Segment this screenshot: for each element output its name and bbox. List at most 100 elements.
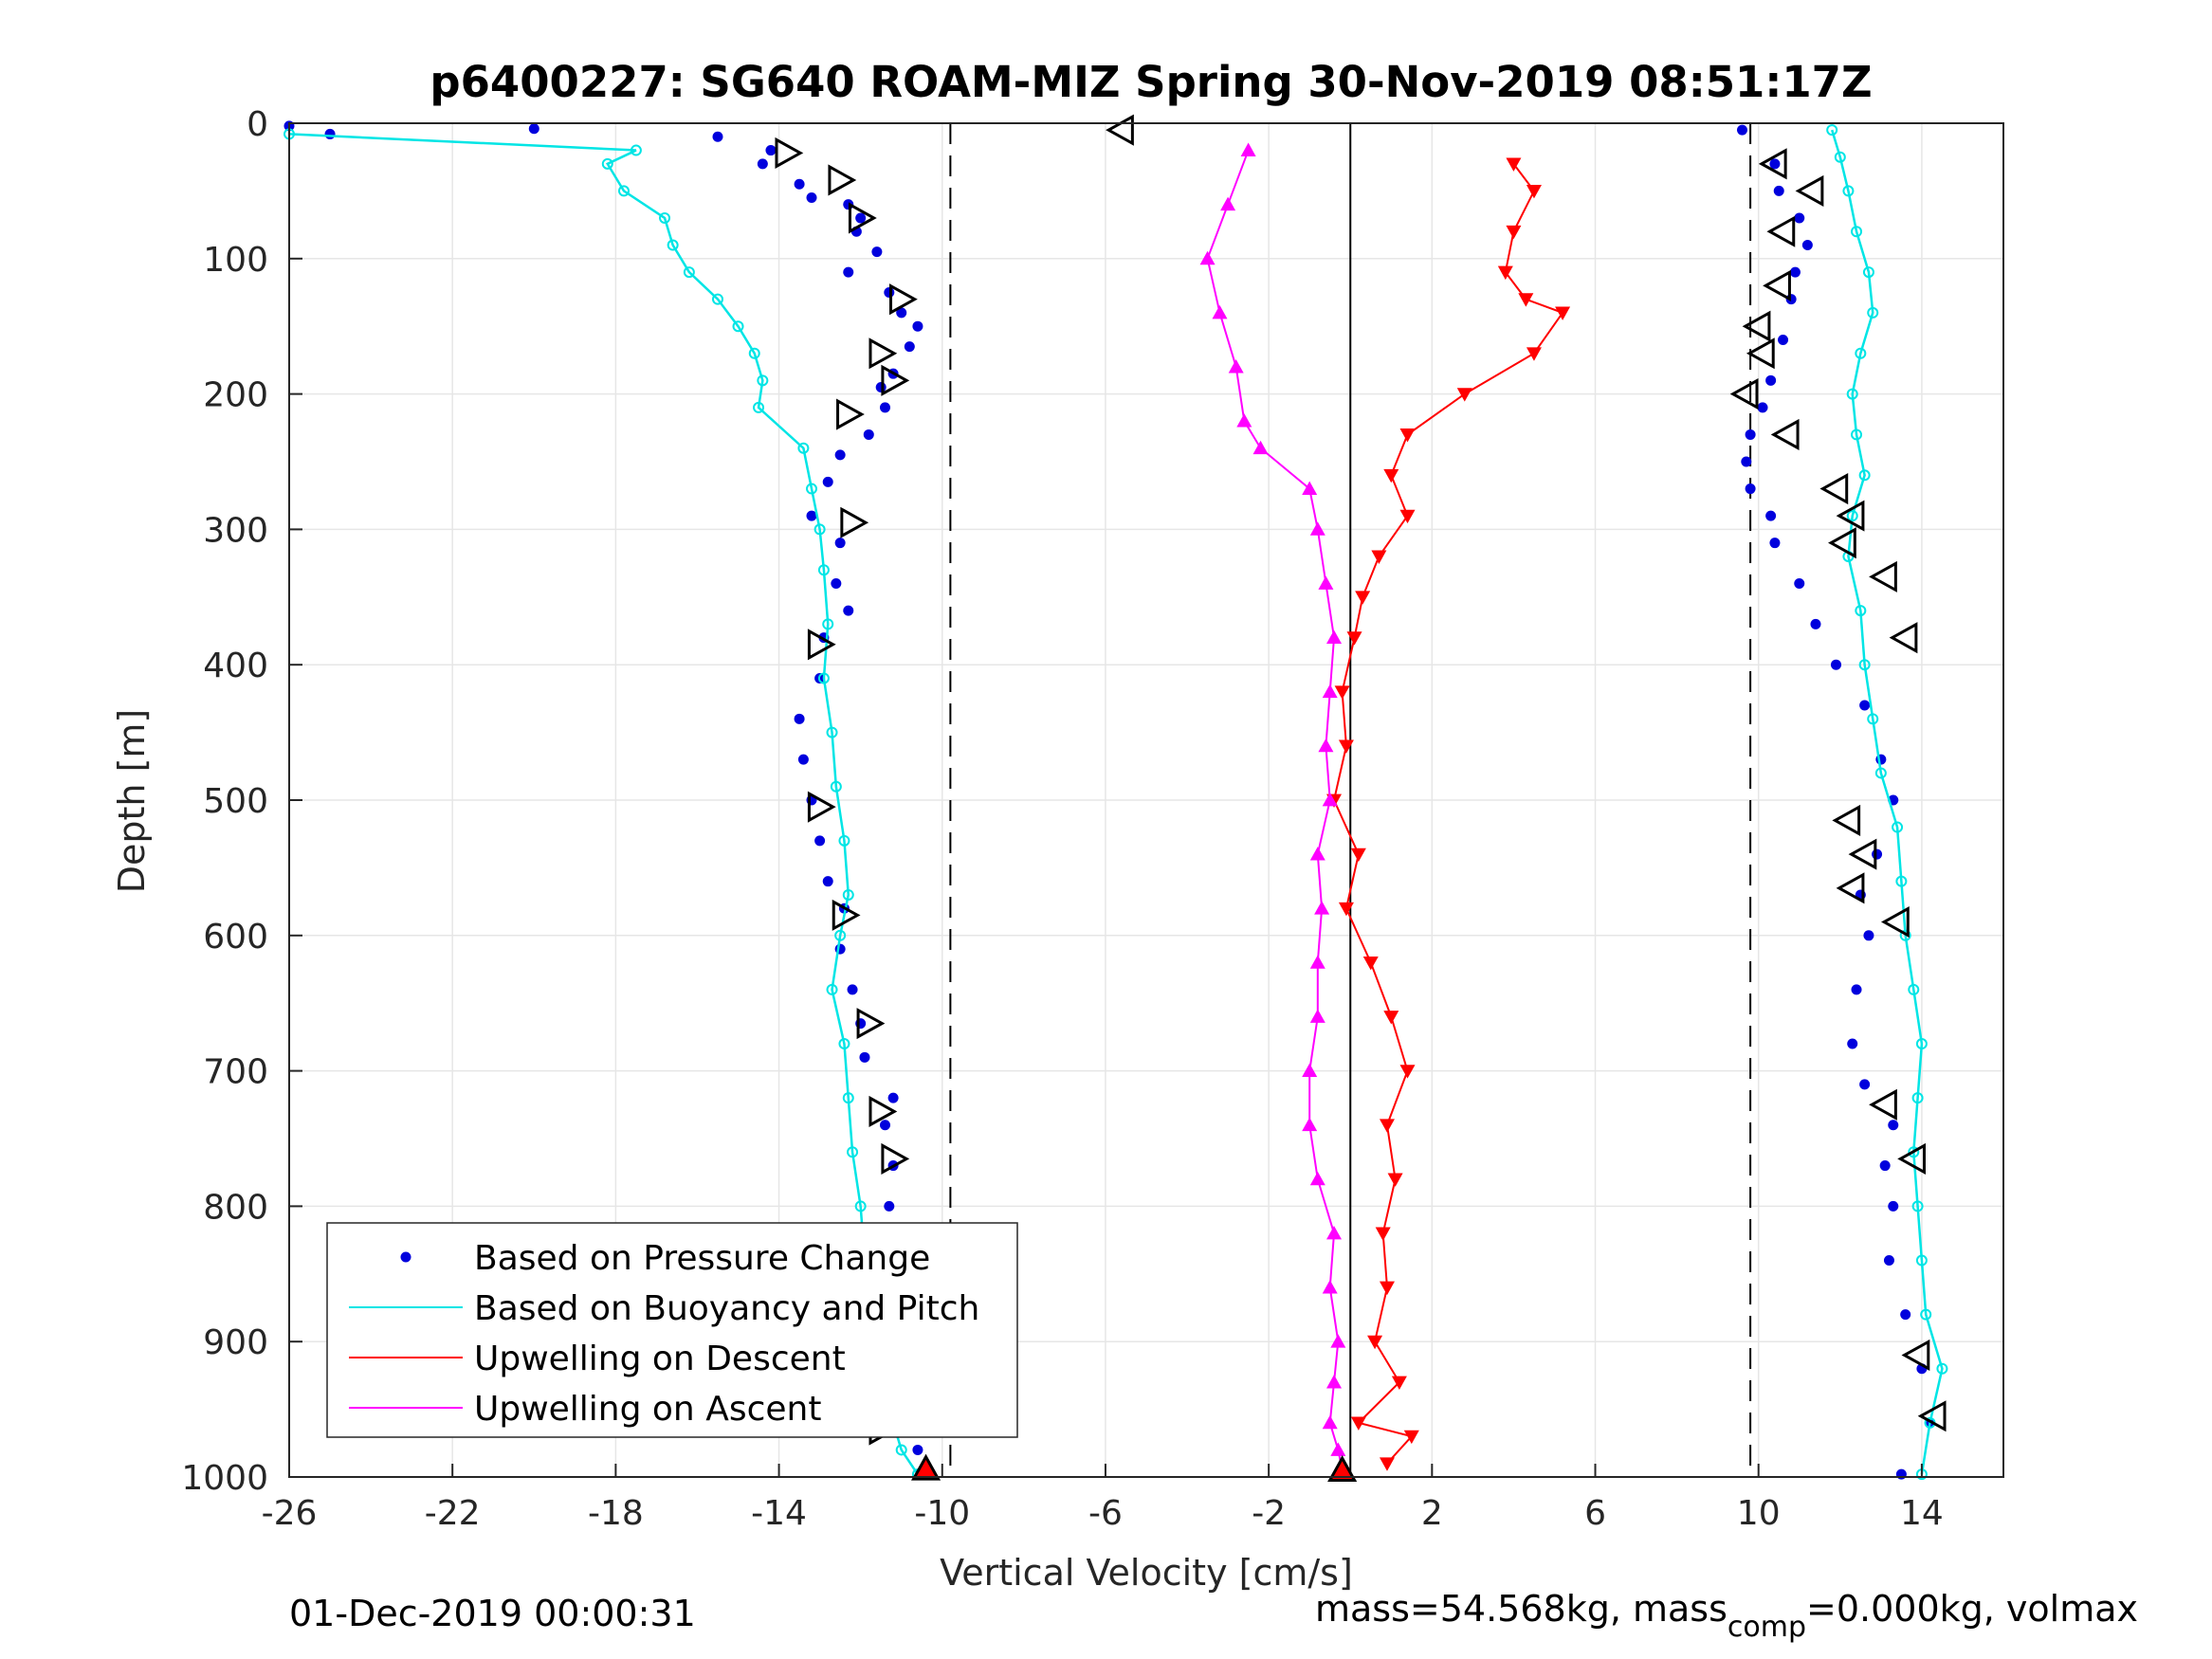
- legend-label: Based on Buoyancy and Pitch: [474, 1289, 979, 1328]
- ascent-event-marker: [1795, 174, 1824, 207]
- data-point: [1888, 1200, 1899, 1212]
- ascent-event-marker: [1869, 560, 1897, 592]
- data-point: [1338, 902, 1354, 917]
- legend-entry: Based on Pressure Change: [400, 1239, 930, 1278]
- data-point: [617, 185, 630, 197]
- data-point: [1895, 875, 1908, 887]
- data-point: [794, 713, 805, 724]
- data-point: [1309, 847, 1325, 861]
- data-point: [1745, 428, 1756, 440]
- data-point: [1350, 848, 1366, 863]
- data-point: [1375, 1227, 1391, 1241]
- data-point: [797, 442, 810, 454]
- footer-mass-part1: mass=54.568kg, mass: [1315, 1588, 1728, 1630]
- data-point: [863, 428, 874, 440]
- ascent-event-marker: [1746, 337, 1775, 370]
- data-point: [1831, 659, 1842, 670]
- data-point: [879, 402, 890, 413]
- data-point: [1379, 1281, 1395, 1296]
- data-point: [1911, 1092, 1924, 1104]
- data-point: [1847, 1038, 1858, 1049]
- data-point: [1851, 226, 1863, 238]
- ascent-event-marker: [1729, 378, 1759, 410]
- ascent-event-marker: [1848, 838, 1877, 870]
- data-point: [1350, 1416, 1366, 1431]
- data-point: [757, 374, 769, 387]
- descent-event-marker: [836, 398, 865, 430]
- data-point: [817, 672, 830, 684]
- ascent-event-marker: [1742, 310, 1771, 342]
- descent-event-marker: [868, 337, 898, 370]
- data-point: [1778, 334, 1789, 345]
- legend-box: [326, 1222, 1018, 1438]
- data-point: [884, 1200, 895, 1212]
- data-point: [1220, 196, 1236, 211]
- data-point: [814, 523, 826, 536]
- ascent-event-marker: [1901, 1339, 1930, 1372]
- data-point: [830, 780, 842, 793]
- data-point: [1858, 659, 1871, 671]
- x-tick-label: -26: [262, 1494, 318, 1533]
- series-layer: [283, 120, 1948, 1481]
- data-point: [843, 605, 854, 616]
- data-point: [1745, 483, 1756, 495]
- descent-event-marker: [775, 137, 804, 169]
- data-point: [1863, 930, 1874, 941]
- y-axis-label: Depth [m]: [111, 709, 153, 894]
- data-point: [1908, 1146, 1920, 1158]
- data-point: [1555, 306, 1571, 320]
- chart-title: p6400227: SG640 ROAM-MIZ Spring 30-Nov-2…: [430, 57, 1872, 107]
- data-point: [1859, 1079, 1871, 1090]
- legend-label: Upwelling on Descent: [474, 1340, 846, 1378]
- ascent-event-marker: [1880, 905, 1910, 939]
- data-point: [1334, 685, 1350, 700]
- data-point: [794, 178, 805, 190]
- data-point: [1322, 793, 1338, 807]
- y-tick-label: 300: [203, 511, 268, 550]
- data-point: [822, 876, 833, 887]
- x-axis-ticks: -26 -22 -18 -14 -10 -6 -2 2 6 10 14: [262, 1464, 1944, 1533]
- data-point: [1362, 956, 1379, 971]
- data-point: [1309, 1009, 1325, 1023]
- data-point: [1379, 1119, 1395, 1133]
- data-point: [1252, 440, 1269, 455]
- descent-event-marker: [848, 202, 877, 234]
- data-point: [838, 834, 850, 847]
- y-tick-label: 100: [203, 241, 268, 280]
- data-point: [826, 983, 838, 995]
- y-tick-label: 800: [203, 1188, 268, 1227]
- data-point: [1355, 591, 1371, 605]
- legend: Based on Pressure Change Based on Buoyanc…: [326, 1222, 1018, 1438]
- data-point: [879, 1120, 890, 1131]
- legend-entry: Upwelling on Descent: [349, 1340, 846, 1378]
- data-point: [1899, 929, 1911, 941]
- data-point: [1318, 575, 1334, 590]
- data-point: [842, 888, 854, 901]
- data-point: [1322, 684, 1338, 699]
- data-point: [834, 929, 847, 941]
- data-point: [1883, 1255, 1894, 1267]
- data-point: [1302, 481, 1318, 495]
- legend-entry: Based on Buoyancy and Pitch: [349, 1289, 979, 1328]
- data-point: [1741, 456, 1752, 467]
- x-tick-label: 6: [1584, 1494, 1606, 1533]
- data-point: [1403, 1430, 1419, 1445]
- data-point: [1456, 388, 1472, 402]
- ascent-event-marker: [1828, 527, 1856, 559]
- data-point: [1908, 983, 1920, 995]
- descent-event-marker: [832, 899, 861, 931]
- data-point: [1810, 618, 1821, 629]
- data-point: [1497, 265, 1513, 281]
- data-point: [324, 128, 336, 139]
- y-tick-label: 500: [203, 782, 268, 821]
- data-point: [822, 476, 833, 487]
- data-point: [1765, 374, 1777, 386]
- x-tick-label: 10: [1737, 1494, 1781, 1533]
- ascent-event-marker: [1889, 622, 1918, 654]
- data-point: [1322, 1280, 1338, 1294]
- data-point: [1769, 538, 1781, 549]
- x-tick-label: 14: [1900, 1494, 1944, 1533]
- data-point: [834, 449, 846, 461]
- descent-event-marker: [889, 283, 918, 316]
- data-point: [1391, 1376, 1407, 1391]
